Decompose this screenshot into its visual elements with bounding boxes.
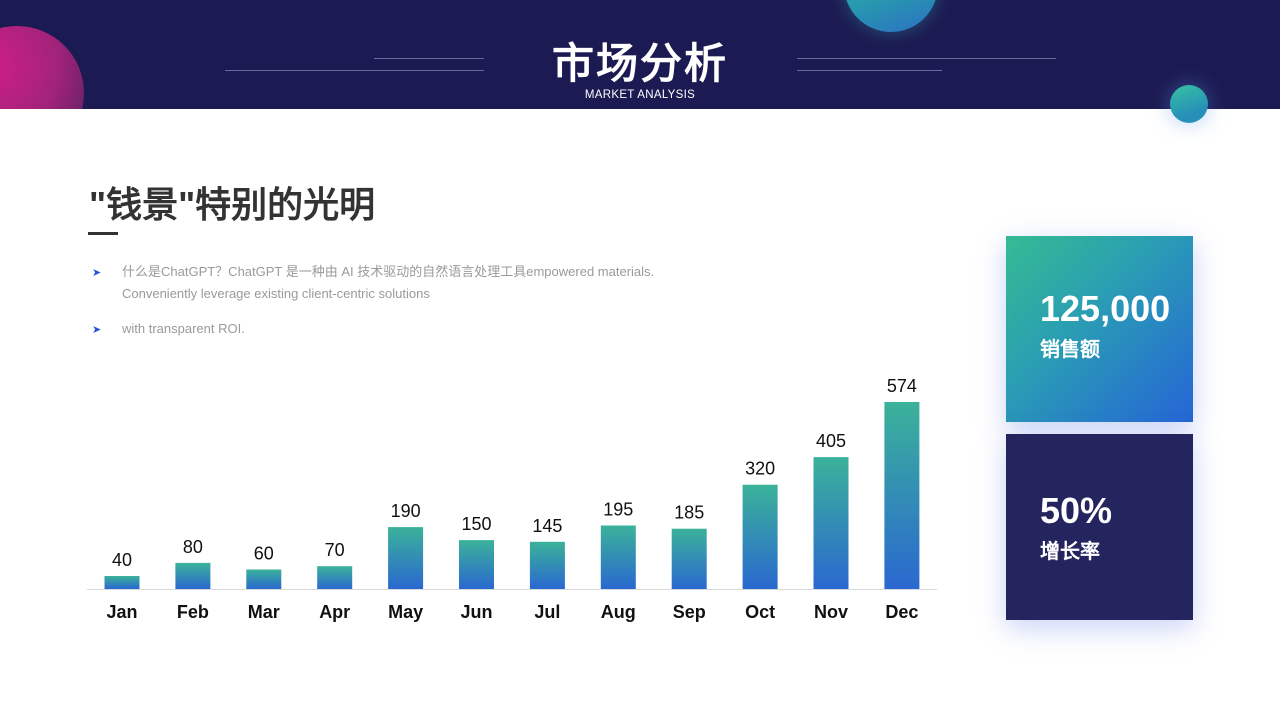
heading-underline bbox=[88, 232, 118, 235]
stat-label: 增长率 bbox=[1040, 541, 1100, 563]
bar-oct bbox=[742, 484, 778, 589]
x-tick-label: Aug bbox=[601, 602, 636, 622]
stat-card-sales: 125,000 销售额 bbox=[1006, 236, 1193, 422]
x-tick-label: Nov bbox=[814, 602, 848, 622]
x-tick-label: Mar bbox=[248, 602, 280, 622]
page-title: 市场分析 bbox=[551, 40, 728, 87]
x-tick-label: Dec bbox=[885, 602, 918, 622]
decor-line bbox=[797, 58, 1056, 59]
bar-feb bbox=[175, 562, 211, 589]
bar-nov bbox=[813, 457, 849, 589]
section-heading: "钱景"特别的光明 bbox=[89, 184, 376, 225]
data-label: 405 bbox=[816, 431, 846, 451]
x-tick-label: Feb bbox=[177, 602, 209, 622]
data-label: 80 bbox=[183, 537, 203, 557]
data-label: 145 bbox=[532, 516, 562, 536]
data-label: 60 bbox=[254, 544, 274, 564]
bar-jan bbox=[104, 576, 140, 589]
data-label: 574 bbox=[887, 376, 917, 396]
decor-line bbox=[225, 70, 484, 71]
stat-value: 125,000 bbox=[1040, 288, 1171, 329]
x-tick-label: Oct bbox=[745, 602, 775, 622]
bullet-arrow-icon: ➤ bbox=[92, 267, 102, 279]
x-tick-label: May bbox=[388, 602, 423, 622]
data-label: 195 bbox=[603, 500, 633, 520]
data-label: 150 bbox=[461, 514, 491, 534]
stat-value: 50% bbox=[1040, 490, 1113, 531]
bar-jun bbox=[459, 540, 494, 589]
decor-circle-small bbox=[1170, 85, 1208, 123]
header-banner: 市场分析 MARKET ANALYSIS bbox=[0, 0, 1280, 109]
page-subtitle: MARKET ANALYSIS bbox=[584, 89, 696, 101]
bar-apr bbox=[317, 566, 353, 589]
decor-line bbox=[374, 58, 484, 59]
bullet-arrow-icon: ➤ bbox=[92, 324, 102, 336]
x-tick-label: Jul bbox=[534, 602, 560, 622]
bullet-text: 什么是ChatGPT？ChatGPT 是一种由 AI 技术驱动的自然语言处理工具… bbox=[122, 264, 655, 301]
bar-mar bbox=[246, 569, 282, 589]
bar-dec bbox=[884, 402, 920, 589]
x-tick-label: Sep bbox=[673, 602, 706, 622]
x-tick-label: Jan bbox=[106, 602, 137, 622]
data-label: 320 bbox=[745, 459, 775, 479]
decor-line bbox=[797, 70, 942, 71]
data-label: 190 bbox=[391, 501, 421, 521]
bar-may bbox=[388, 527, 424, 589]
x-tick-label: Jun bbox=[460, 602, 492, 622]
stat-card-growth: 50% 增长率 bbox=[1006, 434, 1193, 620]
bar-jul bbox=[529, 541, 565, 589]
data-label: 70 bbox=[325, 540, 345, 560]
data-label: 40 bbox=[112, 550, 132, 570]
stat-label: 销售额 bbox=[1040, 339, 1100, 361]
data-label: 185 bbox=[674, 503, 704, 523]
x-tick-label: Apr bbox=[319, 602, 350, 622]
bar-sep bbox=[671, 528, 707, 589]
bullet-text: with transparent ROI. bbox=[122, 321, 245, 336]
bar-aug bbox=[600, 525, 636, 589]
